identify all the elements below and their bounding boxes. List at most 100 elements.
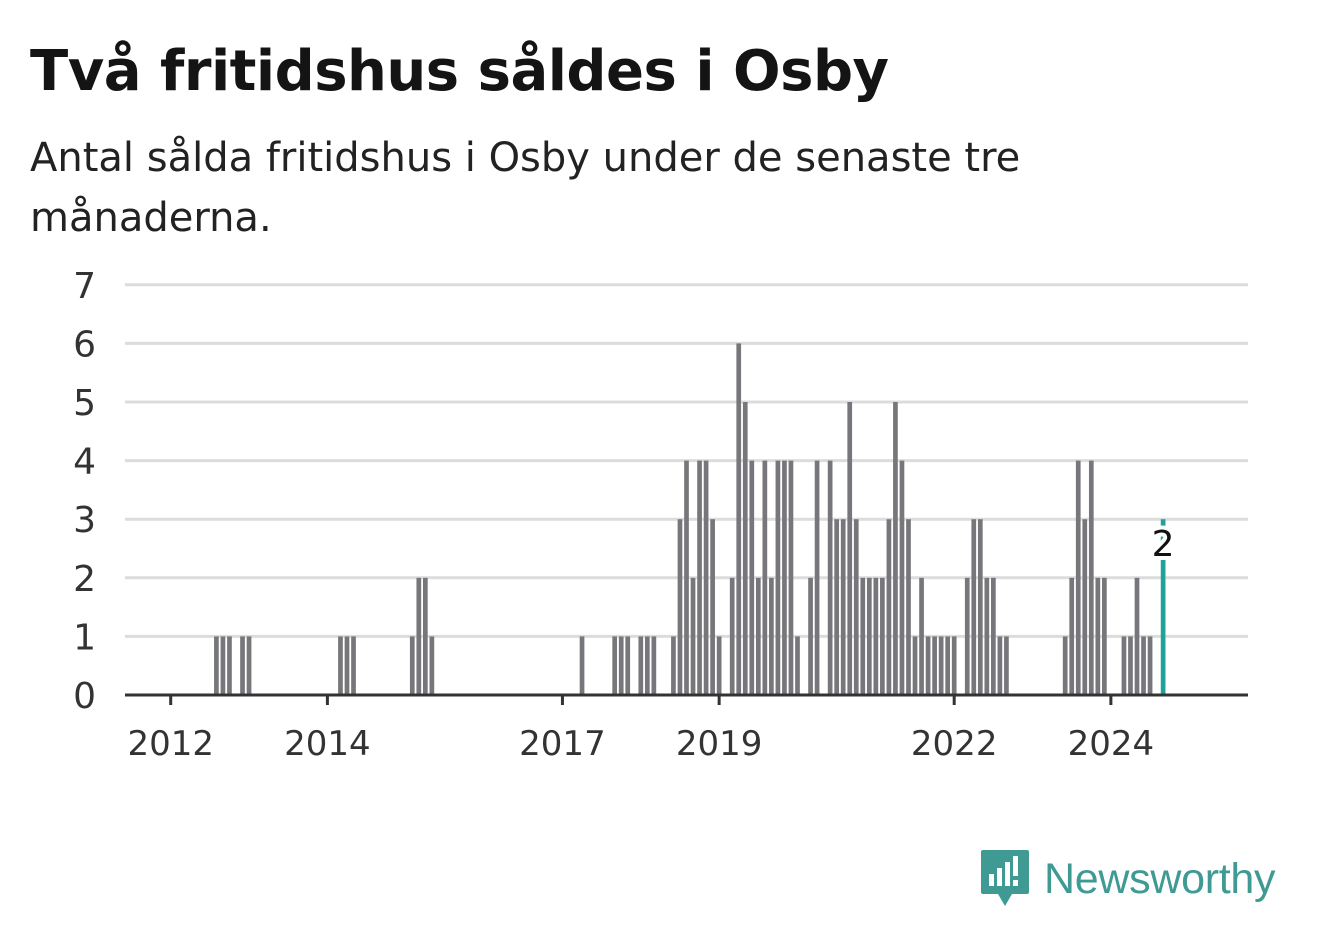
bar	[1141, 636, 1146, 695]
bar	[860, 577, 866, 695]
bar	[932, 636, 937, 695]
bar	[893, 402, 898, 695]
x-axis-tick-labels: 2012 2014 2017 2019 2022 2024	[127, 695, 1154, 764]
bar	[351, 636, 356, 695]
bar	[246, 636, 252, 695]
bar	[906, 519, 911, 695]
bar	[644, 636, 650, 695]
bar	[880, 577, 885, 695]
bar	[1095, 577, 1101, 695]
bar	[1004, 636, 1009, 695]
chart-annotations: 2	[1148, 520, 1179, 569]
bar	[579, 636, 585, 695]
newsworthy-logo: Newsworthy	[980, 846, 1275, 912]
x-tick-label: 2012	[127, 724, 214, 764]
bar	[945, 636, 951, 695]
brand-name: Newsworthy	[1044, 854, 1276, 903]
bar	[612, 636, 618, 695]
bar	[671, 636, 676, 695]
bar	[912, 636, 918, 695]
bar	[827, 460, 833, 695]
bar	[899, 460, 905, 695]
y-tick-label: 6	[73, 324, 96, 365]
x-tick-label: 2019	[676, 724, 763, 764]
bar	[938, 636, 944, 695]
bar	[638, 636, 644, 695]
bar	[1134, 577, 1140, 695]
bar	[736, 343, 742, 695]
bar	[1088, 460, 1094, 695]
bar	[409, 636, 415, 695]
bar	[677, 519, 683, 695]
bar	[742, 402, 748, 695]
bar	[984, 577, 990, 695]
y-tick-label: 1	[73, 617, 96, 658]
bar	[1069, 577, 1075, 695]
bar	[651, 636, 657, 695]
bar	[422, 577, 428, 695]
bar	[762, 460, 768, 695]
bar	[847, 402, 853, 695]
bar	[227, 636, 232, 695]
bar	[1082, 519, 1088, 695]
bar	[240, 636, 245, 695]
newsworthy-chart-bubble-icon	[981, 850, 1029, 906]
bar	[788, 460, 794, 695]
bar	[977, 519, 983, 695]
y-tick-label: 3	[73, 500, 96, 541]
bar	[697, 460, 702, 695]
bar	[808, 577, 813, 695]
x-tick-label: 2017	[519, 724, 606, 764]
y-tick-label: 0	[73, 676, 96, 717]
page-title: Två fritidshus såldes i Osby	[30, 39, 889, 104]
bar	[853, 519, 859, 695]
bar	[964, 577, 970, 695]
x-tick-label: 2024	[1068, 724, 1155, 764]
y-tick-label: 4	[73, 442, 96, 483]
bar	[834, 519, 840, 695]
highlight-bar	[1160, 519, 1166, 695]
bar	[710, 519, 715, 695]
bar	[749, 460, 755, 695]
x-tick-label: 2022	[911, 724, 998, 764]
bar-chart: 0 1 2 3 4 5 6 7 2012 2014 2017 2019 2022 2024 2	[73, 266, 1248, 764]
bar	[775, 460, 781, 695]
bar	[919, 577, 924, 695]
chart-bars	[214, 343, 1166, 695]
bar	[769, 577, 774, 695]
bar	[873, 577, 879, 695]
bar	[782, 460, 787, 695]
y-tick-label: 2	[73, 559, 96, 600]
y-axis-tick-labels: 0 1 2 3 4 5 6 7	[73, 266, 96, 717]
bar	[338, 636, 343, 695]
bar	[795, 636, 800, 695]
page-subtitle: Antal sålda fritidshus i Osby under de s…	[30, 135, 1021, 241]
bar	[840, 519, 846, 695]
y-tick-label: 7	[73, 266, 96, 307]
bar	[1128, 636, 1133, 695]
y-tick-label: 5	[73, 383, 96, 424]
x-tick-label: 2014	[284, 724, 371, 764]
bar	[220, 636, 226, 695]
bar	[684, 460, 689, 695]
bar	[1062, 636, 1068, 695]
bar	[1102, 577, 1107, 695]
bar	[886, 519, 892, 695]
bar	[925, 636, 931, 695]
bar	[344, 636, 350, 695]
bar	[1147, 636, 1153, 695]
bar	[625, 636, 631, 695]
bar	[755, 577, 761, 695]
bar	[991, 577, 996, 695]
bar	[618, 636, 624, 695]
bar	[690, 577, 696, 695]
bar	[971, 519, 977, 695]
bar	[429, 636, 435, 695]
bar	[416, 577, 422, 695]
bar	[716, 636, 722, 695]
bar	[703, 460, 709, 695]
highlight-value-label: 2	[1152, 524, 1175, 565]
bar	[866, 577, 872, 695]
bar	[997, 636, 1003, 695]
bar	[214, 636, 219, 695]
